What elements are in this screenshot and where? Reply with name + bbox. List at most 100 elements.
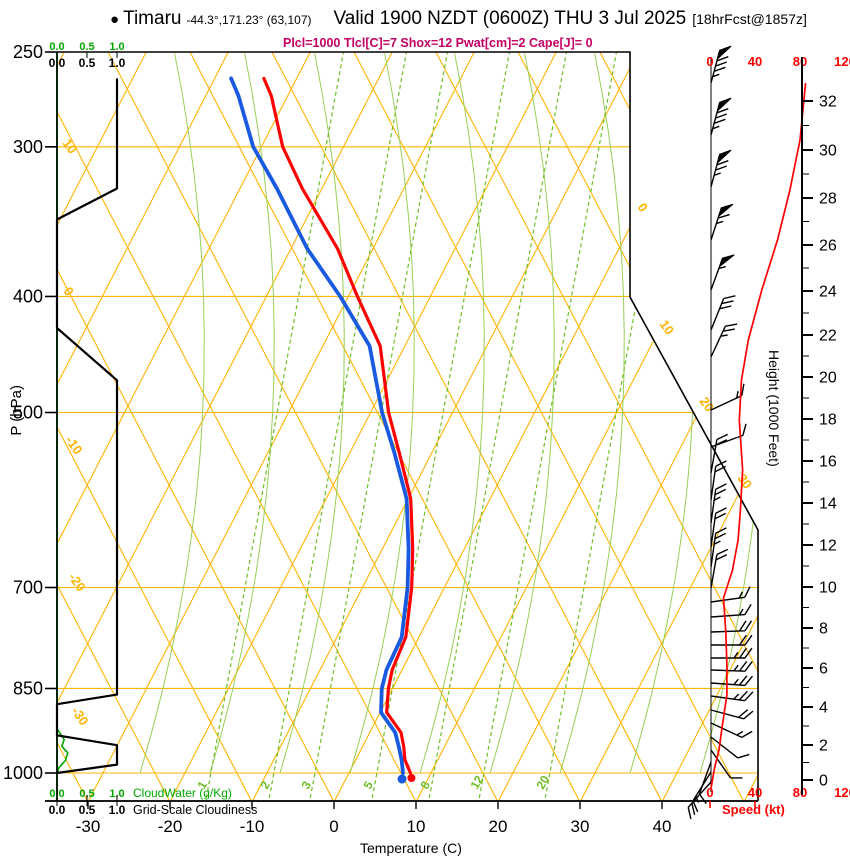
wind-barb [710,507,727,548]
svg-text:0.5: 0.5 [79,803,96,817]
svg-text:-20: -20 [158,817,183,836]
svg-text:-10: -10 [63,433,86,457]
speed-axis-label: Speed (kt) [722,802,785,817]
sounding-indices: Plcl=1000 Tlcl[C]=7 Shox=12 Pwat[cm]=2 C… [283,36,593,50]
svg-text:250: 250 [13,42,43,62]
wind-barb [710,736,750,759]
svg-text:0.0: 0.0 [49,803,66,817]
svg-text:22: 22 [819,328,837,345]
dewpoint-curve [229,76,411,775]
wind-barb [710,660,753,672]
wind-barb [710,460,727,501]
svg-text:120: 120 [834,785,850,800]
wind-barb [710,433,729,474]
wind-barb [711,647,753,659]
cloudiness-curve [55,78,119,775]
wind-barb [710,97,732,136]
svg-text:26: 26 [819,238,837,255]
station-coords: -44.3°,171.23° (63,107) [186,13,312,27]
svg-text:400: 400 [13,286,43,306]
wind-barb [711,634,753,646]
svg-text:0.0: 0.0 [49,56,66,70]
svg-text:-30: -30 [69,704,92,728]
svg-text:700: 700 [13,578,43,598]
cloudwater-curve [56,78,69,775]
svg-text:0.5: 0.5 [79,56,96,70]
wind-barb [710,527,727,568]
svg-text:-10: -10 [240,817,265,836]
svg-text:0: 0 [635,200,651,215]
svg-text:20: 20 [819,370,837,387]
svg-text:10: 10 [657,317,678,337]
svg-text:10: 10 [60,136,81,156]
svg-text:30: 30 [819,143,837,160]
svg-text:30: 30 [571,817,590,836]
svg-text:16: 16 [819,454,837,471]
svg-text:0.0: 0.0 [49,41,64,53]
wind-barb [710,483,727,524]
wind-barb [710,254,735,291]
svg-text:850: 850 [13,678,43,698]
valid-time: Valid 1900 NZDT (0600Z) THU 3 Jul 2025 [333,8,687,29]
wind-barb [687,781,712,820]
svg-text:0: 0 [819,773,828,790]
svg-text:80: 80 [793,785,807,800]
wind-barb [710,690,754,702]
surface-temperature-dot [407,774,416,783]
svg-text:-30: -30 [76,817,101,836]
svg-text:10: 10 [819,580,837,597]
svg-text:1.0: 1.0 [109,56,126,70]
temperature-curve [262,76,415,775]
svg-text:1000: 1000 [3,763,43,783]
temperature-axis-label: Temperature (C) [360,840,462,856]
svg-text:300: 300 [13,137,43,157]
svg-text:120: 120 [834,54,850,69]
svg-text:4: 4 [819,700,828,717]
sounding-curves [229,76,416,784]
wind-barbs [687,45,754,820]
chart-title: ● Timaru -44.3°,171.23° (63,107) Valid 1… [110,8,807,30]
cloudwater-axis-label: CloudWater (g/Kg) [133,786,232,800]
cloudiness-axis-label: Grid-Scale Cloudiness [133,803,258,817]
cloud-scale-ticks: 0.0 0.0 0.0 0.0 0.5 0.5 0.5 0.5 1.0 1.0 1.0 1.0 [49,41,126,817]
svg-text:14: 14 [819,496,837,513]
wind-barb [710,295,736,331]
svg-text:80: 80 [793,54,807,69]
wind-barb [710,586,751,603]
speed-axis: 0040408080120120 [706,54,850,808]
svg-text:32: 32 [819,94,837,111]
temperature-axis: -30 -20 -10 0 10 20 30 40 [76,801,672,836]
svg-text:2: 2 [819,738,828,755]
svg-text:30: 30 [735,471,756,491]
pressure-axis: 250 300 400 500 700 850 1000 [3,42,57,783]
pressure-axis-label: P (hPa) [8,385,25,436]
svg-text:1.0: 1.0 [109,788,124,800]
svg-text:500: 500 [13,403,43,423]
wind-barb [710,548,729,589]
svg-text:0: 0 [706,54,713,69]
surface-dewpoint-dot [397,774,407,784]
station-bullet-icon: ● [110,11,120,28]
wind-barb [710,603,752,618]
wind-barb [710,722,753,739]
svg-text:0: 0 [329,817,338,836]
svg-text:0.5: 0.5 [79,788,94,800]
svg-text:0.0: 0.0 [49,788,64,800]
svg-text:1.0: 1.0 [109,803,126,817]
svg-text:40: 40 [748,785,762,800]
wind-barb [710,45,732,84]
wind-barb [710,749,743,779]
wind-barb [710,149,732,188]
svg-text:6: 6 [819,661,828,678]
plot-frame [45,51,759,802]
forecast-tag: [18hrFcst@1857z] [692,11,807,27]
svg-text:28: 28 [819,191,837,208]
svg-text:0.5: 0.5 [79,41,94,53]
svg-text:40: 40 [653,817,672,836]
svg-text:1.0: 1.0 [109,41,124,53]
svg-text:12: 12 [819,538,837,555]
svg-text:20: 20 [697,394,718,414]
